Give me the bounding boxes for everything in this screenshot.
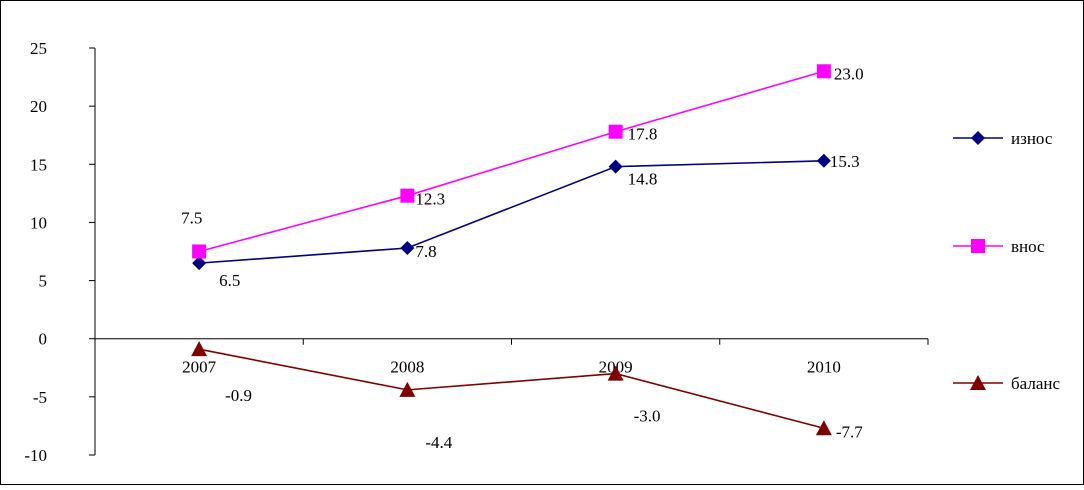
- data-label: -4.4: [425, 433, 452, 452]
- x-tick-label: 2008: [390, 358, 424, 377]
- data-point-marker: [607, 365, 624, 381]
- data-label: 17.8: [628, 125, 658, 144]
- data-point-marker: [816, 153, 831, 168]
- data-label: 7.5: [181, 209, 202, 228]
- legend-label: баланс: [1011, 374, 1060, 393]
- data-point-marker: [400, 241, 415, 256]
- data-point-marker: [608, 124, 623, 139]
- data-labels: 6.5 7.8 14.8 15.3 7.5 12.3 17.8 23.0 -0.9 -4.4 -3.…: [181, 64, 864, 452]
- data-point-marker: [608, 159, 623, 174]
- data-label: -3.0: [634, 407, 661, 426]
- data-label: 7.8: [415, 242, 436, 261]
- y-tick-label: 5: [39, 272, 48, 291]
- legend-marker: [970, 375, 986, 390]
- y-tick-label: 0: [39, 330, 48, 349]
- data-point-marker: [191, 341, 208, 357]
- data-label: 14.8: [628, 170, 658, 189]
- y-tick-label: 20: [30, 97, 47, 116]
- legend-label: внос: [1011, 237, 1045, 256]
- legend-label: износ: [1011, 129, 1053, 148]
- y-tick-label: 15: [30, 155, 47, 174]
- data-label: -7.7: [836, 422, 863, 441]
- data-label: 23.0: [834, 64, 864, 83]
- data-point-marker: [192, 244, 207, 259]
- legend-marker: [971, 131, 985, 145]
- y-tick-label: -5: [33, 388, 47, 407]
- data-point-marker: [816, 64, 831, 79]
- series-line-баланс: [198, 348, 825, 430]
- data-point-marker: [400, 188, 415, 203]
- y-tick-label: -10: [24, 446, 47, 465]
- data-label: -0.9: [225, 386, 252, 405]
- data-label: 12.3: [415, 190, 445, 209]
- series-line-износ: [199, 159, 824, 264]
- data-label: 15.3: [830, 152, 860, 171]
- y-tick-label: 25: [30, 39, 47, 58]
- data-point-marker: [399, 381, 416, 397]
- legend: износ внос баланс: [953, 129, 1060, 393]
- data-point-marker: [192, 256, 207, 271]
- data-label: 6.5: [219, 271, 240, 290]
- x-tick-label: 2007: [182, 358, 217, 377]
- data-point-marker: [815, 420, 832, 436]
- x-tick-label: 2010: [807, 358, 841, 377]
- series-group: [191, 64, 832, 436]
- legend-marker: [971, 239, 985, 253]
- series-line-внос: [198, 70, 825, 253]
- y-tick-label: 10: [30, 213, 47, 232]
